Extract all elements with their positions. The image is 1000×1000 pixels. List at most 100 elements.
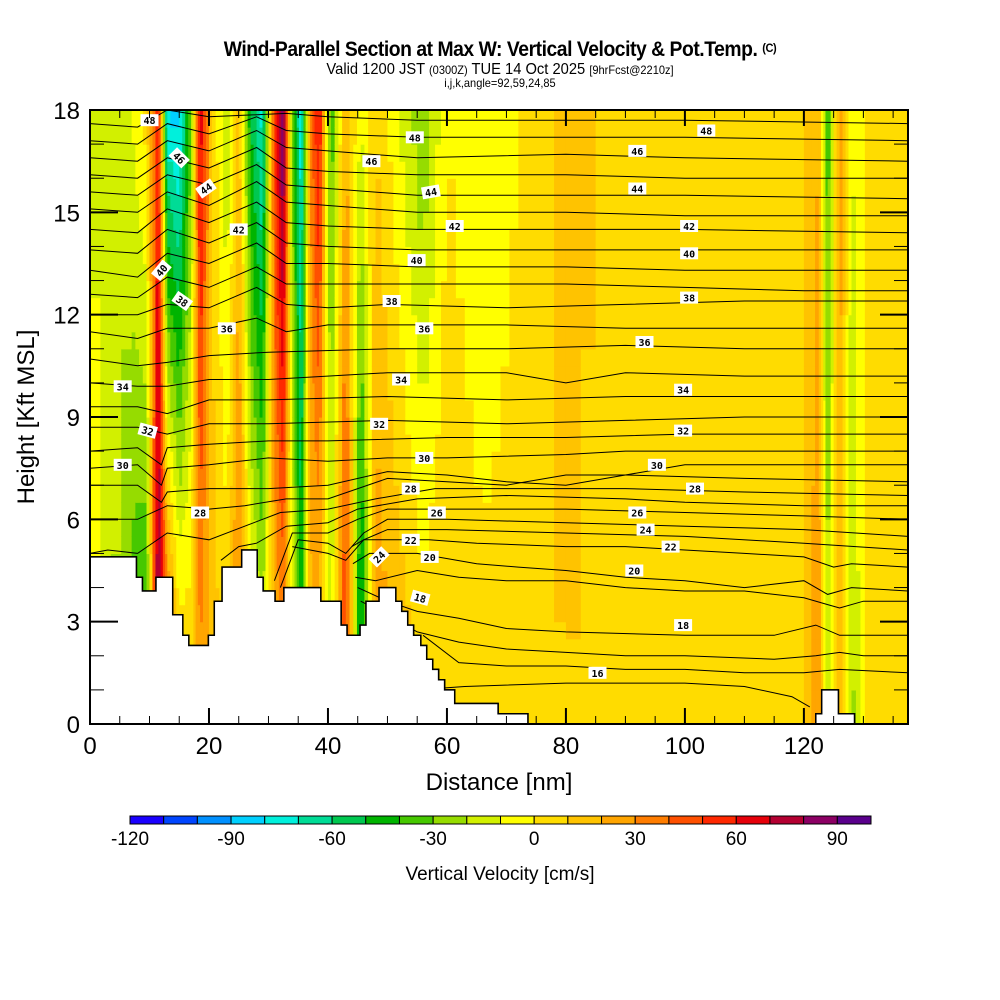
velocity-cell <box>162 229 166 248</box>
velocity-cell <box>640 536 656 555</box>
velocity-cell <box>319 263 323 282</box>
velocity-cell <box>714 212 731 230</box>
velocity-cell <box>226 297 231 316</box>
velocity-cell <box>165 229 168 248</box>
velocity-cell <box>417 161 424 179</box>
velocity-cell <box>729 502 745 520</box>
velocity-cell <box>353 399 358 418</box>
velocity-cell <box>250 502 255 520</box>
velocity-cell <box>807 434 812 452</box>
velocity-cell <box>271 263 276 282</box>
velocity-cell <box>182 519 186 537</box>
velocity-cell <box>387 178 395 196</box>
velocity-cell <box>262 212 267 230</box>
velocity-cell <box>827 451 832 469</box>
velocity-cell <box>364 587 369 606</box>
velocity-cell <box>446 451 457 469</box>
velocity-cell <box>833 434 838 452</box>
velocity-cell <box>371 331 377 350</box>
velocity-cell <box>744 297 760 316</box>
velocity-cell <box>200 280 204 299</box>
velocity-cell <box>149 485 154 503</box>
velocity-cell <box>423 195 430 213</box>
velocity-cell <box>670 570 686 589</box>
velocity-cell <box>265 297 270 316</box>
velocity-cell <box>464 485 475 503</box>
velocity-cell <box>247 229 252 248</box>
velocity-cell <box>307 417 311 435</box>
velocity-cell <box>345 553 351 572</box>
velocity-cell <box>316 161 320 179</box>
velocity-cell <box>197 621 201 640</box>
velocity-cell <box>310 229 313 248</box>
velocity-cell <box>818 621 822 640</box>
velocity-cell <box>292 161 296 179</box>
velocity-cell <box>464 587 475 606</box>
velocity-cell <box>670 519 686 537</box>
velocity-cell <box>655 689 671 708</box>
velocity-cell <box>670 161 686 179</box>
velocity-cell <box>670 195 686 213</box>
velocity-cell <box>429 399 436 418</box>
velocity-cell <box>206 604 210 623</box>
velocity-cell <box>807 672 812 691</box>
velocity-cell <box>316 553 320 572</box>
velocity-cell <box>165 451 168 469</box>
velocity-cell <box>375 434 383 452</box>
velocity-cell <box>324 331 329 350</box>
velocity-cell <box>518 331 531 350</box>
velocity-cell <box>349 110 354 128</box>
velocity-cell <box>595 246 612 265</box>
velocity-cell <box>368 297 373 316</box>
velocity-cell <box>827 468 832 486</box>
velocity-cell <box>250 434 255 452</box>
velocity-cell <box>580 263 597 282</box>
velocity-cell <box>595 536 612 555</box>
velocity-cell <box>195 519 199 537</box>
velocity-cell <box>285 519 289 537</box>
velocity-cell <box>281 553 284 572</box>
velocity-cell <box>232 365 237 384</box>
velocity-cell <box>565 229 582 248</box>
velocity-cell <box>411 297 418 316</box>
velocity-cell <box>833 621 838 640</box>
velocity-cell <box>158 485 162 503</box>
velocity-cell <box>241 331 246 350</box>
velocity-cell <box>253 417 258 435</box>
velocity-cell <box>714 365 731 384</box>
velocity-cell <box>554 365 567 384</box>
velocity-cell <box>316 382 320 401</box>
velocity-cell <box>411 451 418 469</box>
velocity-cell <box>530 485 543 503</box>
velocity-cell <box>200 621 204 640</box>
velocity-cell <box>345 468 351 486</box>
velocity-cell <box>276 127 280 145</box>
velocity-cell <box>314 314 318 333</box>
velocity-cell <box>256 246 261 265</box>
velocity-cell <box>368 331 373 350</box>
velocity-cell <box>500 604 511 623</box>
velocity-cell <box>729 638 745 657</box>
velocity-cell <box>285 382 289 401</box>
velocity-cell <box>818 451 822 469</box>
velocity-cell <box>375 161 383 179</box>
velocity-cell <box>435 451 442 469</box>
velocity-cell <box>312 246 316 265</box>
velocity-cell <box>509 161 519 179</box>
velocity-cell <box>554 451 567 469</box>
velocity-cell <box>393 502 400 520</box>
velocity-cell <box>429 434 436 452</box>
velocity-cell <box>310 144 313 162</box>
velocity-cell <box>342 263 347 282</box>
velocity-cell <box>595 144 612 162</box>
velocity-cell <box>160 434 164 452</box>
velocity-cell <box>455 451 466 469</box>
velocity-cell <box>759 144 775 162</box>
velocity-cell <box>530 570 543 589</box>
velocity-cell <box>188 570 192 589</box>
velocity-cell <box>349 468 354 486</box>
velocity-cell <box>330 212 336 230</box>
velocity-cell <box>699 399 716 418</box>
velocity-cell <box>319 519 323 537</box>
velocity-cell <box>500 178 511 196</box>
